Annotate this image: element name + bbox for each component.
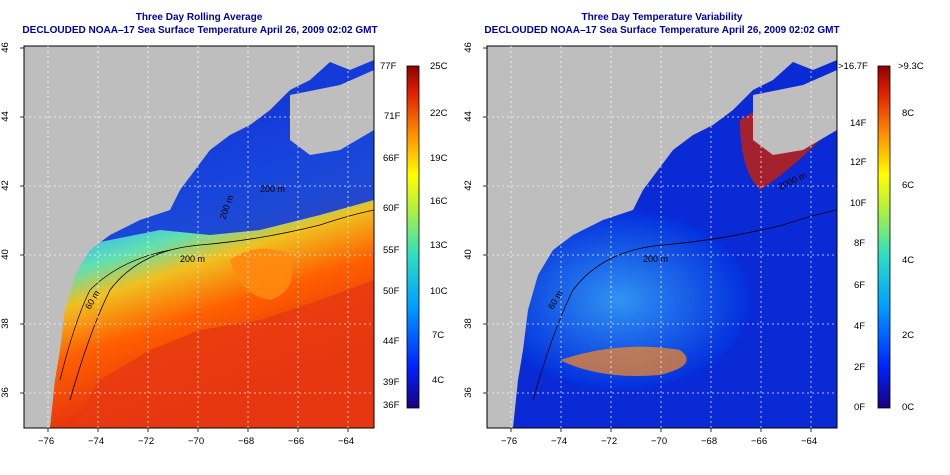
right-map [487, 46, 837, 428]
right-subtitle: DECLOUDED NOAA–17 Sea Surface Temperatur… [484, 25, 840, 36]
right-cb-f-label: 10F [850, 198, 867, 209]
left-lon-tick: −70 [188, 436, 205, 447]
left-contour-200m [69, 209, 374, 401]
left-cb-f-label: 36F [383, 400, 400, 411]
left-cb-c-label: 25C [430, 61, 448, 72]
left-lon-tick: −76 [38, 436, 55, 447]
right-colorbar [877, 65, 891, 409]
left-grid [24, 46, 374, 428]
left-contour-label-1: 200 m [180, 254, 205, 264]
right-lon-tick: −68 [701, 436, 718, 447]
right-cb-f-label: 14F [850, 118, 867, 129]
left-cb-c-label: 22C [430, 108, 448, 119]
right-lon-tick: −70 [651, 436, 668, 447]
right-cb-c-label: 4C [902, 255, 915, 266]
left-map [24, 46, 374, 428]
right-frame [486, 45, 838, 429]
right-var-field [490, 210, 750, 390]
left-lon-tick: −64 [338, 436, 355, 447]
left-lon-tick: −66 [288, 436, 305, 447]
right-contour-200m [532, 209, 837, 401]
left-frame [23, 45, 375, 429]
right-grid [487, 46, 837, 428]
right-cb-f-label: 4F [854, 321, 866, 332]
left-lat-tick: 40 [0, 249, 11, 260]
right-lon-tick: −72 [601, 436, 618, 447]
right-lat-tick: 44 [462, 111, 474, 122]
right-contour-label-2: 200 m [643, 254, 668, 264]
right-cb-f-label: 2F [854, 362, 866, 373]
right-lat-tick: 42 [462, 180, 474, 191]
left-land [24, 46, 374, 428]
left-cb-f-label: 71F [384, 111, 401, 122]
left-contour-60m [59, 249, 171, 381]
left-lat-tick: 36 [0, 387, 11, 398]
left-cb-f-label: 50F [383, 286, 400, 297]
right-cb-f-label: >16.7F [838, 61, 868, 72]
left-nova-scotia [290, 70, 374, 155]
left-cb-c-label: 13C [430, 240, 448, 251]
left-lat-tick: 44 [0, 111, 11, 122]
right-land [487, 46, 837, 428]
right-lat-tick: 46 [462, 42, 474, 53]
left-cb-c-label: 19C [430, 153, 448, 164]
left-lat-tick: 42 [0, 180, 11, 191]
right-title: Three Day Temperature Variability [581, 12, 743, 23]
left-cb-f-label: 39F [383, 377, 400, 388]
left-colorbar [406, 65, 420, 409]
right-cb-c-label: 2C [902, 330, 915, 341]
right-lon-tick: −74 [551, 436, 568, 447]
left-cb-f-label: 77F [380, 61, 397, 72]
left-lon-tick: −74 [88, 436, 105, 447]
right-cb-c-label: 8C [902, 108, 915, 119]
left-warm-eddy [230, 248, 293, 300]
left-cb-c-label: 16C [430, 196, 448, 207]
left-contour-label-2: 200 m [260, 184, 285, 194]
left-lon-tick: −72 [138, 436, 155, 447]
tick-marks [20, 47, 812, 432]
left-subtitle: DECLOUDED NOAA–17 Sea Surface Temperatur… [22, 25, 378, 36]
left-lat-tick: 38 [0, 318, 11, 329]
left-cb-c-label: 7C [432, 330, 445, 341]
right-cb-f-label: 0F [854, 402, 866, 413]
left-cb-c-label: 10C [430, 286, 448, 297]
left-cb-f-label: 44F [383, 336, 400, 347]
right-cb-f-label: 6F [854, 280, 866, 291]
left-cb-c-label: 4C [432, 375, 445, 386]
right-lon-tick: −64 [801, 436, 818, 447]
right-cb-c-label: 6C [902, 180, 915, 191]
right-cb-f-label: 12F [850, 157, 867, 168]
left-cb-f-label: 60F [383, 203, 400, 214]
right-lat-tick: 36 [462, 387, 474, 398]
left-lat-tick: 46 [0, 42, 11, 53]
right-lon-tick: −66 [751, 436, 768, 447]
right-lon-tick: −76 [501, 436, 518, 447]
left-cb-f-label: 66F [383, 153, 400, 164]
left-title: Three Day Rolling Average [135, 12, 263, 23]
right-cb-f-label: 8F [854, 238, 866, 249]
right-cb-c-label: 0C [902, 402, 915, 413]
right-mid-var [560, 346, 687, 376]
right-cb-c-label: >9.3C [898, 61, 924, 72]
left-cb-f-label: 55F [383, 245, 400, 256]
right-lat-tick: 38 [462, 318, 474, 329]
right-nova-scotia [753, 70, 837, 155]
right-lat-tick: 40 [462, 249, 474, 260]
left-lon-tick: −68 [238, 436, 255, 447]
